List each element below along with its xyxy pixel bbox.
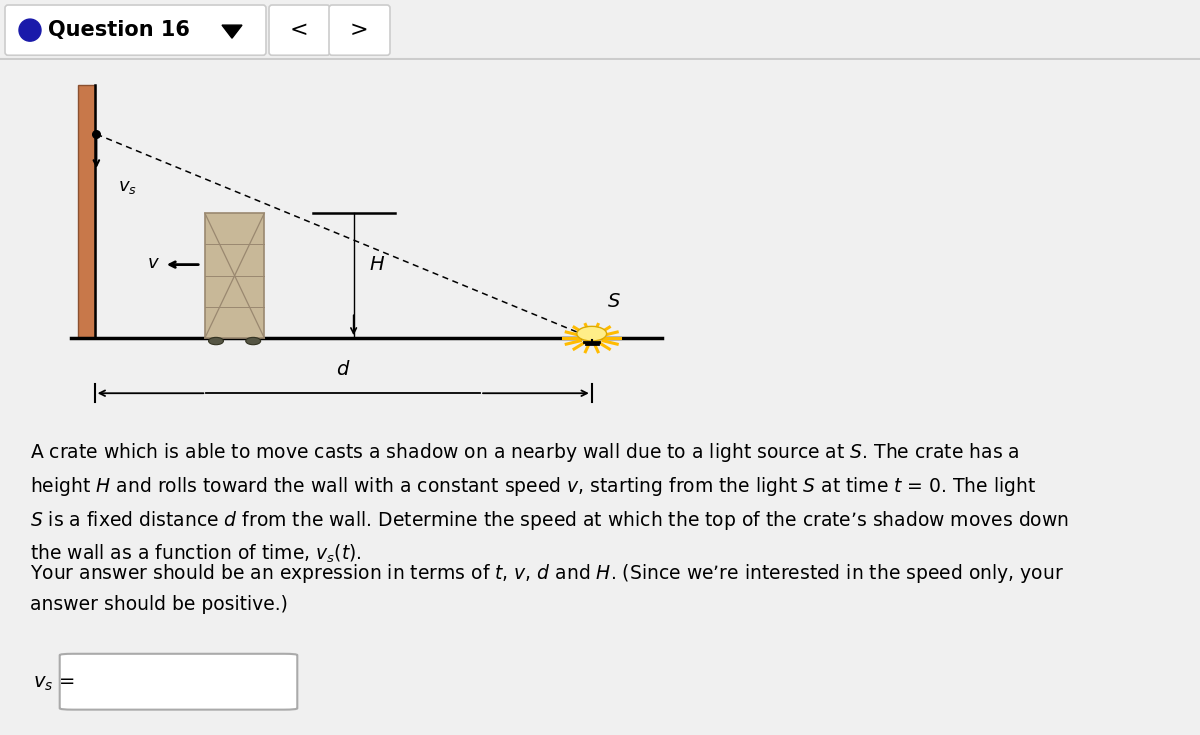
FancyBboxPatch shape [60, 654, 298, 710]
Text: <: < [289, 20, 308, 40]
Circle shape [209, 337, 223, 345]
Circle shape [577, 326, 607, 341]
Text: Your answer should be an expression in terms of $t$, $v$, $d$ and $H$. (Since we: Your answer should be an expression in t… [30, 562, 1064, 614]
Text: $d$: $d$ [336, 359, 350, 379]
FancyBboxPatch shape [5, 5, 266, 55]
Text: >: > [349, 20, 368, 40]
Text: $H$: $H$ [368, 255, 385, 274]
Text: $v$: $v$ [148, 254, 161, 272]
Text: $v_s$ =: $v_s$ = [34, 673, 74, 692]
Text: $S$: $S$ [607, 292, 620, 311]
FancyBboxPatch shape [269, 5, 330, 55]
Text: $v_s$: $v_s$ [118, 179, 137, 196]
Text: A crate which is able to move casts a shadow on a nearby wall due to a light sou: A crate which is able to move casts a sh… [30, 441, 1069, 565]
FancyBboxPatch shape [329, 5, 390, 55]
Bar [205, 213, 264, 338]
Polygon shape [222, 25, 242, 38]
Text: Question 16: Question 16 [48, 20, 190, 40]
Circle shape [246, 337, 260, 345]
Circle shape [19, 19, 41, 41]
Bar [78, 85, 95, 338]
